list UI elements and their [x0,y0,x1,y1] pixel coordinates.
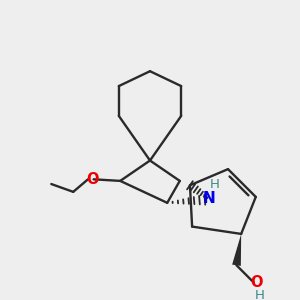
Text: N: N [203,191,216,206]
Polygon shape [232,234,241,266]
Text: O: O [250,275,263,290]
Text: H: H [209,178,219,191]
Text: H: H [255,289,265,300]
Text: O: O [86,172,98,187]
